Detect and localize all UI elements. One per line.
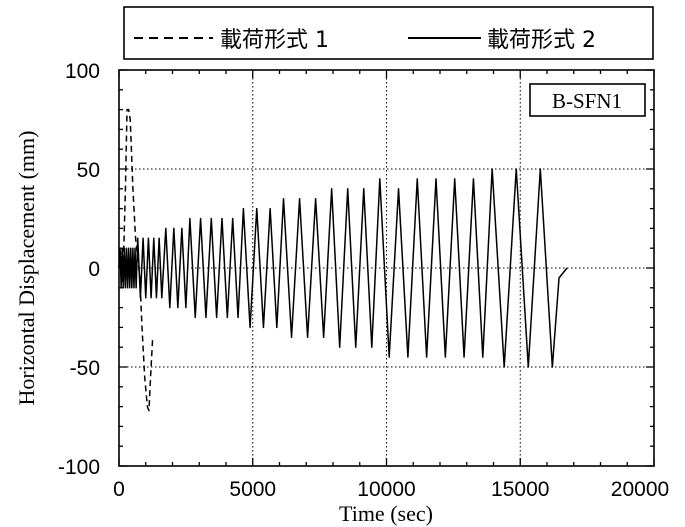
annotation-frame — [529, 83, 646, 117]
x-tick-labels: 0 5000 10000 15000 20000 — [113, 478, 669, 501]
y-tick-label: 50 — [77, 159, 100, 182]
legend-label-series-2: 載荷形式 2 — [487, 28, 596, 53]
x-tick-label: 0 — [113, 478, 125, 501]
x-tick-label: 10000 — [357, 478, 415, 501]
y-tick-label: 100 — [65, 60, 100, 83]
y-tick-label: 0 — [88, 258, 100, 281]
series-line-2 — [118, 168, 568, 368]
grid — [119, 70, 654, 466]
annotation-label: B-SFN1 — [552, 89, 622, 113]
series-line-1 — [118, 108, 154, 412]
tick-marks — [118, 69, 655, 467]
annotation: B-SFN1 — [529, 83, 646, 117]
legend: 載荷形式 1 載荷形式 2 — [123, 6, 654, 60]
x-tick-label: 20000 — [611, 478, 669, 501]
legend-label-series-1: 載荷形式 1 — [220, 28, 329, 53]
y-tick-labels: 100 50 0 -50 -100 — [58, 60, 100, 479]
x-tick-label: 5000 — [229, 478, 276, 501]
legend-frame — [123, 6, 654, 60]
series-layer — [118, 108, 568, 412]
x-tick-label: 15000 — [491, 478, 549, 501]
y-tick-label: -50 — [70, 357, 100, 380]
x-axis-title: Time (sec) — [339, 501, 433, 526]
y-tick-label: -100 — [58, 456, 100, 479]
y-axis-title: Horizontal Displacement (mm) — [14, 131, 39, 406]
